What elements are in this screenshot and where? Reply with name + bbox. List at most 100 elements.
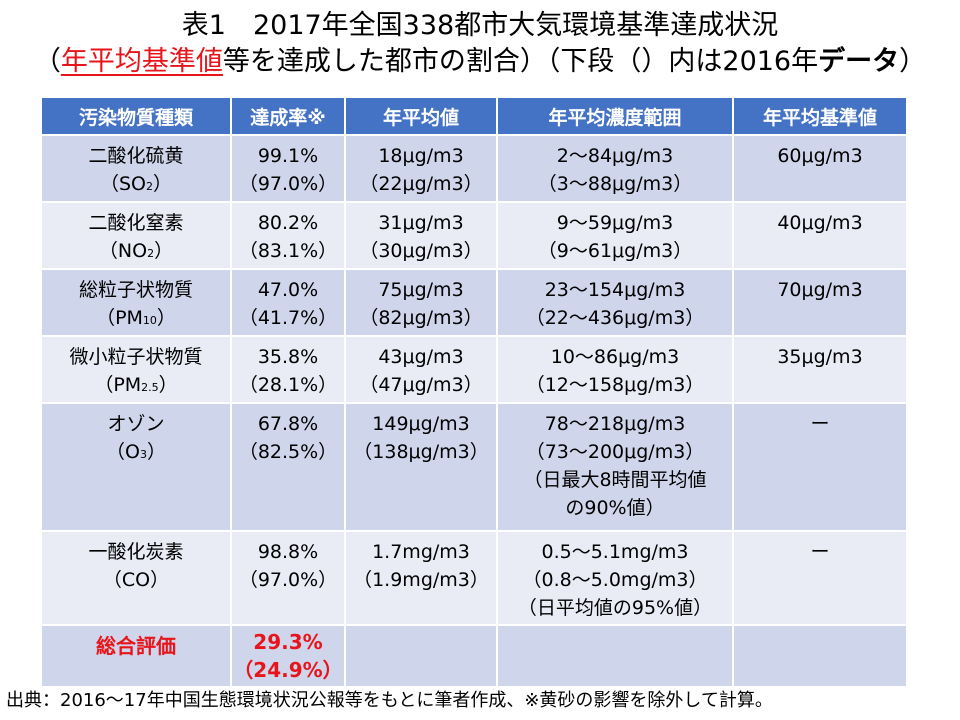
standard-value: ー [810, 413, 830, 435]
standard-cell: 70μg/m3 [732, 268, 908, 337]
pollutant-formula: （O3） [43, 438, 229, 469]
pollutant-cell: 一酸化炭素 （CO） [40, 530, 232, 626]
range-cell: 9～59μg/m3 （9～61μg/m3） [496, 201, 734, 270]
range-line: 9～59μg/m3 [556, 212, 674, 234]
range-line: 23～154μg/m3 [544, 279, 686, 301]
title-rest: 等を達成した都市の割合）（下段（）内は2016年 [222, 46, 819, 77]
rate-cell: 80.2% （83.1%） [230, 201, 346, 270]
range-line: （22～436μg/m3） [525, 307, 705, 329]
empty-cell [344, 624, 498, 688]
standard-value: 40μg/m3 [777, 212, 863, 234]
standard-value: 70μg/m3 [777, 279, 863, 301]
table-row: 二酸化窒素 （NO2） 80.2% （83.1%） 31μg/m3 （30μg/m3） 9～… [40, 201, 908, 270]
average-2016: （1.9mg/m3） [353, 569, 489, 591]
average-cell: 149μg/m3 （138μg/m3） [344, 402, 498, 532]
pollutant-formula: （PM10） [43, 304, 229, 334]
total-rate-cell: 29.3% （24.9%） [230, 624, 346, 688]
standard-value: 35μg/m3 [777, 346, 863, 368]
slide-title: 表1 2017年全国338都市大気環境基準達成状況 （年平均基準値等を達成した都… [0, 8, 960, 80]
rate-2016: （97.0%） [238, 173, 338, 195]
total-rate-2016: （24.9%） [233, 658, 343, 682]
pollutant-name: オゾン [107, 413, 165, 435]
pollutant-formula: （SO2） [43, 170, 229, 200]
rate-2017: 99.1% [257, 145, 319, 167]
range-line: 10～86μg/m3 [550, 346, 680, 368]
title-line-2: （年平均基準値等を達成した都市の割合）（下段（）内は2016年データ） [0, 44, 960, 80]
rate-cell: 47.0% （41.7%） [230, 268, 346, 337]
average-2016: （47μg/m3） [359, 374, 483, 396]
rate-cell: 99.1% （97.0%） [230, 134, 346, 203]
formula-main: （SO [99, 173, 146, 195]
average-2017: 18μg/m3 [378, 145, 464, 167]
range-line: （3～88μg/m3） [537, 173, 693, 195]
formula-subscript: 2.5 [141, 381, 159, 394]
average-2017: 1.7mg/m3 [372, 541, 470, 563]
range-cell: 78～218μg/m3 （73～200μg/m3） （日最大8時間平均値 の90%値） [496, 402, 734, 532]
rate-2016: （97.0%） [238, 569, 338, 591]
average-2016: （22μg/m3） [359, 173, 483, 195]
average-2017: 75μg/m3 [378, 279, 464, 301]
standard-value: 60μg/m3 [777, 145, 863, 167]
pollutant-formula: （NO2） [43, 237, 229, 267]
header-annual-average: 年平均値 [344, 96, 498, 136]
standard-value: ー [810, 541, 830, 563]
title-paren-close: ） [899, 46, 927, 77]
range-line: （9～61μg/m3） [537, 240, 693, 262]
pollutant-name: 微小粒子状物質 [69, 346, 203, 368]
title-paren-open: （ [33, 46, 61, 77]
header-range: 年平均濃度範囲 [496, 96, 734, 136]
range-line: 78～218μg/m3 [544, 413, 686, 435]
source-note: 出典：2016～17年中国生態環境状況公報等をもとに筆者作成、※黄砂の影響を除外… [6, 690, 773, 711]
pollutant-cell: 二酸化硫黄 （SO2） [40, 134, 232, 203]
total-row: 総合評価 29.3% （24.9%） [40, 624, 908, 688]
formula-main: （NO [98, 240, 148, 262]
pollutant-cell: 微小粒子状物質 （PM2.5） [40, 335, 232, 404]
formula-close: ） [158, 374, 178, 396]
pollutant-name: 総粒子状物質 [78, 279, 193, 301]
pollutant-formula: （PM2.5） [43, 371, 229, 401]
table-row: 総粒子状物質 （PM10） 47.0% （41.7%） 75μg/m3 （82μg/m3）… [40, 268, 908, 337]
table-row: オゾン （O3） 67.8% （82.5%） 149μg/m3 （138μg/m3） 78～… [40, 402, 908, 532]
rate-2017: 98.8% [257, 541, 319, 563]
title-line-1: 表1 2017年全国338都市大気環境基準達成状況 [181, 10, 779, 41]
average-cell: 18μg/m3 （22μg/m3） [344, 134, 498, 203]
header-standard: 年平均基準値 [732, 96, 908, 136]
range-line: （日最大8時間平均値 [523, 469, 707, 491]
table-row: 一酸化炭素 （CO） 98.8% （97.0%） 1.7mg/m3 （1.9mg/m3） 0… [40, 530, 908, 626]
formula-main: （O [106, 441, 140, 463]
average-cell: 43μg/m3 （47μg/m3） [344, 335, 498, 404]
pollutant-cell: オゾン （O3） [40, 402, 232, 532]
standard-cell: 35μg/m3 [732, 335, 908, 404]
pollutant-formula: （CO） [43, 566, 229, 597]
range-line: （73～200μg/m3） [525, 441, 705, 463]
standard-cell: 60μg/m3 [732, 134, 908, 203]
formula-subscript: 3 [139, 448, 147, 461]
formula-main: （PM [96, 307, 143, 329]
formula-subscript: 2 [146, 180, 153, 193]
formula-close: ） [153, 173, 173, 195]
range-cell: 23～154μg/m3 （22～436μg/m3） [496, 268, 734, 337]
average-2016: （138μg/m3） [353, 441, 489, 463]
rate-2017: 47.0% [257, 279, 319, 301]
table-row: 微小粒子状物質 （PM2.5） 35.8% （28.1%） 43μg/m3 （47μg/m… [40, 335, 908, 404]
table-body: 二酸化硫黄 （SO2） 99.1% （97.0%） 18μg/m3 （22μg/m3） 2～… [40, 134, 908, 688]
total-rate-2017: 29.3% [253, 630, 323, 654]
pollutant-cell: 総粒子状物質 （PM10） [40, 268, 232, 337]
range-cell: 2～84μg/m3 （3～88μg/m3） [496, 134, 734, 203]
range-line: の90%値） [565, 497, 665, 519]
rate-cell: 67.8% （82.5%） [230, 402, 346, 532]
empty-cell [496, 624, 734, 688]
rate-2017: 80.2% [257, 212, 319, 234]
pollutant-cell: 二酸化窒素 （NO2） [40, 201, 232, 270]
title-bold: データ [818, 46, 900, 77]
title-highlight: 年平均基準値 [60, 46, 223, 77]
average-cell: 1.7mg/m3 （1.9mg/m3） [344, 530, 498, 626]
range-cell: 0.5～5.1mg/m3 （0.8～5.0mg/m3） （日平均値の95%値） [496, 530, 734, 626]
formula-subscript: 10 [142, 314, 157, 327]
pollutant-name: 二酸化硫黄 [88, 145, 184, 167]
range-cell: 10～86μg/m3 （12～158μg/m3） [496, 335, 734, 404]
average-2016: （30μg/m3） [359, 240, 483, 262]
rate-2016: （83.1%） [238, 240, 338, 262]
total-name: 総合評価 [96, 634, 176, 658]
